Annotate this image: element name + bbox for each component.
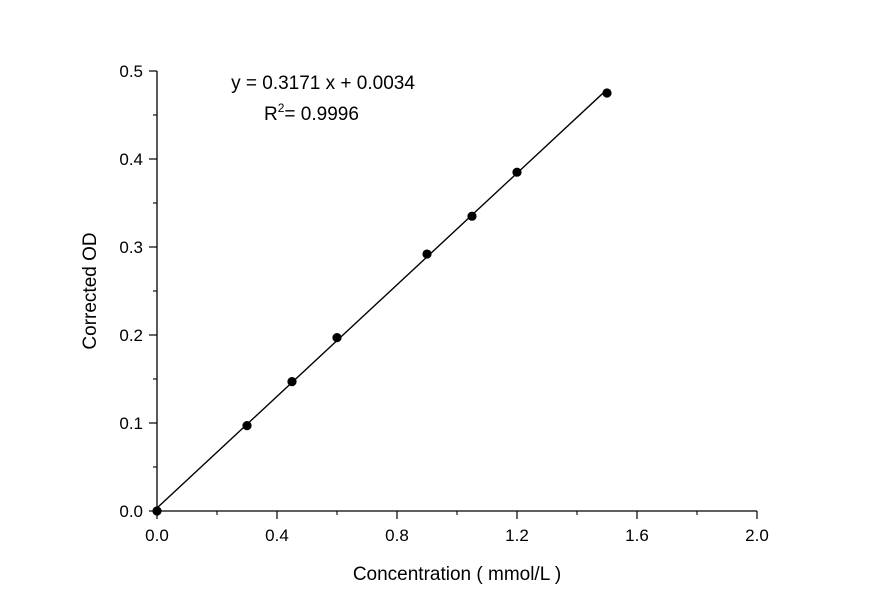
y-tick-label: 0.2	[119, 326, 143, 345]
equation-label: y = 0.3171 x + 0.0034	[231, 73, 415, 94]
r-squared-symbol: R	[264, 104, 278, 125]
x-axis-title: Concentration ( mmol/L )	[353, 564, 561, 585]
axes	[156, 71, 757, 512]
r-squared-label: R2= 0.9996	[264, 101, 359, 125]
r-squared-superscript: 2	[278, 101, 285, 115]
y-tick-label: 0.4	[119, 150, 143, 169]
y-tick-label: 0.0	[119, 502, 143, 521]
data-point	[242, 421, 252, 431]
y-axis-title: Corrected OD	[80, 232, 101, 349]
y-tick-label: 0.5	[119, 62, 143, 81]
x-tick-label: 0.4	[265, 526, 289, 545]
data-point	[332, 333, 342, 343]
r-squared-value: = 0.9996	[284, 104, 359, 125]
x-tick-label: 2.0	[745, 526, 769, 545]
y-tick-label: 0.1	[119, 414, 143, 433]
data-point	[512, 167, 522, 177]
x-tick-label: 0.8	[385, 526, 409, 545]
data-points	[152, 88, 612, 516]
data-point	[602, 88, 612, 98]
x-tick-label: 1.2	[505, 526, 529, 545]
fit-line	[156, 88, 608, 509]
data-point	[287, 377, 297, 387]
data-point	[422, 249, 432, 259]
x-tick-label: 1.6	[625, 526, 649, 545]
data-point	[467, 211, 477, 221]
data-point	[152, 506, 162, 516]
y-tick-label: 0.3	[119, 238, 143, 257]
fit-layer	[156, 88, 608, 509]
ticks: 0.0 0.4 0.8 1.2 1.6 2.0 0.0 0.1 0.2 0.3 0.4 0.5	[119, 62, 768, 545]
x-tick-label: 0.0	[145, 526, 169, 545]
